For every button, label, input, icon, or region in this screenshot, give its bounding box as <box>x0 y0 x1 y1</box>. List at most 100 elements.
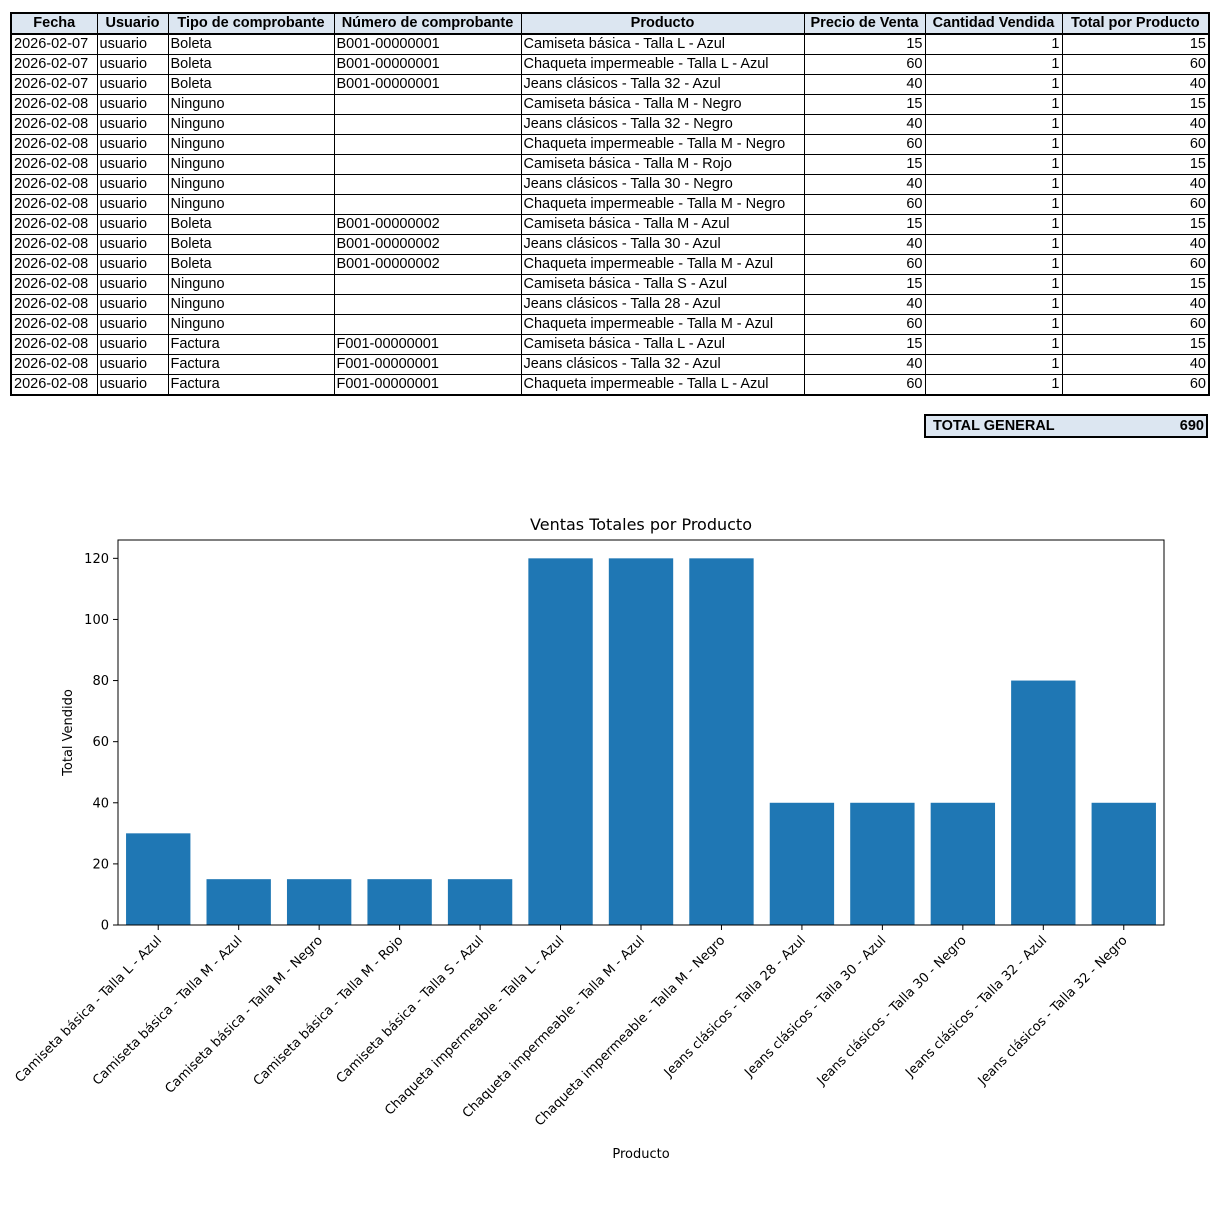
cell-numero <box>333 154 522 175</box>
cell-usuario: usuario <box>96 114 169 135</box>
table-row: 2026-02-08 usuario Ninguno Jeans clásicos -… <box>10 114 1210 135</box>
table-row: 2026-02-08 usuario Ninguno Jeans clásicos -… <box>10 174 1210 195</box>
chart-bar <box>689 558 754 925</box>
cell-producto: Chaqueta impermeable - Talla M - Azul <box>520 254 805 275</box>
cell-total: 60 <box>1061 254 1210 275</box>
cell-fecha: 2026-02-08 <box>10 234 98 255</box>
cell-fecha: 2026-02-08 <box>10 374 98 396</box>
column-header-producto: Producto <box>520 12 805 35</box>
cell-fecha: 2026-02-07 <box>10 33 98 55</box>
cell-usuario: usuario <box>96 54 169 75</box>
cell-cantidad: 1 <box>924 154 1063 175</box>
cell-precio: 60 <box>803 134 926 155</box>
table-row: 2026-02-07 usuario Boleta B001-00000001 Jean… <box>10 74 1210 95</box>
cell-precio: 40 <box>803 174 926 195</box>
table-row: 2026-02-08 usuario Ninguno Chaqueta imperme… <box>10 134 1210 155</box>
cell-producto: Chaqueta impermeable - Talla M - Negro <box>520 134 805 155</box>
cell-cantidad: 1 <box>924 274 1063 295</box>
cell-total: 15 <box>1061 214 1210 235</box>
table-header-row: Fecha Usuario Tipo de comprobante Número de… <box>10 12 1210 35</box>
cell-precio: 40 <box>803 234 926 255</box>
x-tick-label: Jeans clásicos - Talla 30 - Negro <box>814 933 970 1089</box>
cell-cantidad: 1 <box>924 314 1063 335</box>
cell-precio: 40 <box>803 354 926 375</box>
cell-tipo: Boleta <box>167 74 335 95</box>
cell-numero <box>333 294 522 315</box>
cell-numero: F001-00000001 <box>333 334 522 355</box>
cell-producto: Jeans clásicos - Talla 28 - Azul <box>520 294 805 315</box>
cell-cantidad: 1 <box>924 254 1063 275</box>
chart-bar <box>447 879 513 925</box>
table-row: 2026-02-08 usuario Factura F001-00000001 Cam… <box>10 334 1210 355</box>
x-axis-label: Producto <box>612 1147 669 1162</box>
cell-total: 60 <box>1061 194 1210 215</box>
column-header-usuario: Usuario <box>96 12 169 35</box>
x-tick-label: Jeans clásicos - Talla 32 - Azul <box>902 933 1050 1081</box>
cell-precio: 15 <box>803 274 926 295</box>
cell-usuario: usuario <box>96 74 169 95</box>
table-row: 2026-02-08 usuario Ninguno Jeans clásicos -… <box>10 294 1210 315</box>
chart-bar <box>286 879 352 925</box>
y-tick-label: 100 <box>84 613 109 628</box>
cell-cantidad: 1 <box>924 94 1063 115</box>
cell-numero <box>333 134 522 155</box>
cell-numero: B001-00000001 <box>333 54 522 75</box>
cell-producto: Camiseta básica - Talla S - Azul <box>520 274 805 295</box>
cell-cantidad: 1 <box>924 334 1063 355</box>
chart-bar <box>126 833 191 925</box>
table-row: 2026-02-08 usuario Ninguno Camiseta básica … <box>10 94 1210 115</box>
cell-tipo: Boleta <box>167 234 335 255</box>
x-tick-label: Camiseta básica - Talla M - Negro <box>162 933 326 1097</box>
cell-tipo: Ninguno <box>167 314 335 335</box>
cell-usuario: usuario <box>96 314 169 335</box>
table-row: 2026-02-08 usuario Ninguno Camiseta básica … <box>10 154 1210 175</box>
cell-cantidad: 1 <box>924 354 1063 375</box>
cell-producto: Chaqueta impermeable - Talla M - Negro <box>520 194 805 215</box>
cell-producto: Camiseta básica - Talla L - Azul <box>520 33 805 55</box>
cell-total: 40 <box>1061 294 1210 315</box>
cell-tipo: Boleta <box>167 254 335 275</box>
cell-precio: 60 <box>803 374 926 396</box>
cell-precio: 40 <box>803 294 926 315</box>
chart-bar <box>367 879 432 925</box>
x-tick-label: Camiseta básica - Talla S - Azul <box>334 933 487 1086</box>
cell-tipo: Boleta <box>167 214 335 235</box>
chart-title: Ventas Totales por Producto <box>530 515 752 534</box>
cell-producto: Camiseta básica - Talla M - Rojo <box>520 154 805 175</box>
table-row: 2026-02-08 usuario Factura F001-00000001 Jea… <box>10 354 1210 375</box>
table-row: 2026-02-08 usuario Ninguno Camiseta básica … <box>10 274 1210 295</box>
cell-usuario: usuario <box>96 94 169 115</box>
cell-tipo: Factura <box>167 334 335 355</box>
cell-precio: 60 <box>803 54 926 75</box>
cell-numero <box>333 114 522 135</box>
cell-total: 15 <box>1061 94 1210 115</box>
cell-numero: B001-00000002 <box>333 254 522 275</box>
cell-usuario: usuario <box>96 174 169 195</box>
cell-cantidad: 1 <box>924 374 1063 396</box>
cell-producto: Chaqueta impermeable - Talla L - Azul <box>520 54 805 75</box>
cell-producto: Jeans clásicos - Talla 30 - Negro <box>520 174 805 195</box>
chart-bar <box>1091 802 1156 925</box>
cell-numero: B001-00000002 <box>333 214 522 235</box>
cell-numero: F001-00000001 <box>333 354 522 375</box>
cell-fecha: 2026-02-08 <box>10 214 98 235</box>
y-tick-label: 120 <box>84 552 109 567</box>
cell-fecha: 2026-02-07 <box>10 54 98 75</box>
cell-precio: 60 <box>803 314 926 335</box>
cell-precio: 15 <box>803 94 926 115</box>
cell-total: 60 <box>1061 314 1210 335</box>
y-tick-label: 0 <box>101 919 109 934</box>
cell-tipo: Ninguno <box>167 94 335 115</box>
cell-fecha: 2026-02-08 <box>10 294 98 315</box>
sales-table: Fecha Usuario Tipo de comprobante Número de… <box>10 12 1210 396</box>
cell-numero: B001-00000001 <box>333 74 522 95</box>
cell-usuario: usuario <box>96 214 169 235</box>
chart-bar <box>1011 680 1076 925</box>
cell-total: 60 <box>1061 134 1210 155</box>
cell-cantidad: 1 <box>924 234 1063 255</box>
cell-tipo: Boleta <box>167 54 335 75</box>
column-header-fecha: Fecha <box>10 12 98 35</box>
cell-fecha: 2026-02-07 <box>10 74 98 95</box>
x-tick-label: Chaqueta impermeable - Talla L - Azul <box>382 933 567 1118</box>
cell-tipo: Ninguno <box>167 274 335 295</box>
